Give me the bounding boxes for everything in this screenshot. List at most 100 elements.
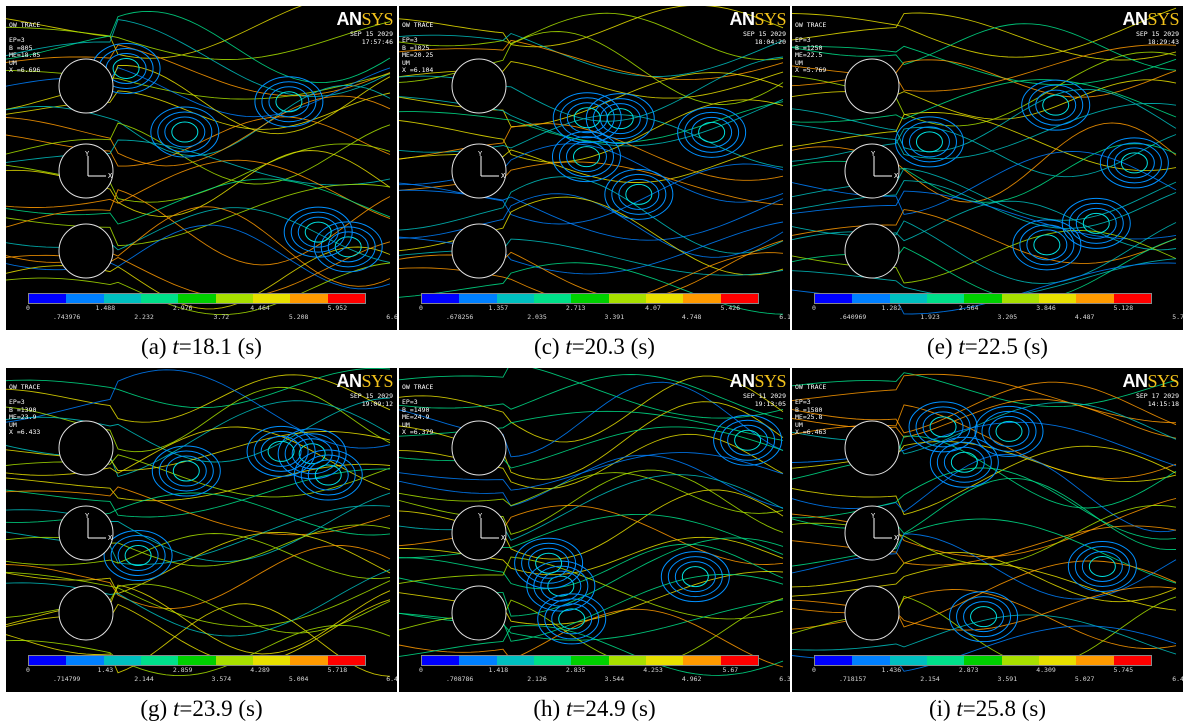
legend-tick-label: .718157	[838, 675, 867, 683]
ansys-logo: ANSYS	[1122, 9, 1179, 29]
legend-swatch	[327, 656, 365, 665]
legend-swatch	[571, 656, 609, 665]
legend-ticks-top: 0 1.282 2.564 3.846 5.128	[810, 304, 1158, 312]
legend-ticks-bottom: .678256 2.035 3.391 4.748 6.104	[417, 313, 790, 321]
streamline	[792, 373, 1177, 424]
axis-x-label: X	[894, 534, 899, 542]
timestamp: SEP 11 2029 19:13:05	[742, 392, 786, 408]
vortex-ring	[915, 406, 971, 448]
legend-ticks-bottom: .743976 2.232 3.72 5.208 6.696	[24, 313, 397, 321]
streamline	[6, 624, 391, 677]
legend-swatch	[66, 294, 104, 303]
legend-swatch	[1001, 656, 1039, 665]
streamline	[399, 608, 784, 668]
streamline	[399, 537, 784, 617]
vortex-ring	[1033, 234, 1061, 256]
legend-tick-label: 4.289	[250, 666, 270, 674]
cylinder	[58, 58, 114, 114]
vortex-ring	[949, 591, 1019, 643]
vortex-ring	[988, 415, 1030, 447]
legend-swatch	[103, 294, 141, 303]
ansys-logo: ANSYS	[336, 371, 393, 391]
panel-header: OW TRACE EP=3 B =1025 ME=20.25 UM X =6.1…	[402, 21, 434, 74]
legend-tick-label: 2.713	[565, 304, 586, 312]
legend-swatch	[1038, 294, 1077, 303]
streamline	[792, 551, 1177, 603]
vortex-ring	[1106, 142, 1162, 184]
streamline	[6, 386, 391, 453]
legend-swatch	[608, 294, 646, 303]
legend-tick-label: 3.846	[1036, 304, 1056, 312]
vortex-ring	[544, 598, 600, 640]
vortex-ring	[334, 236, 362, 258]
vortex-ring	[1028, 84, 1084, 126]
legend-tick-label: 2.232	[134, 313, 154, 321]
vortex-ring	[956, 596, 1012, 638]
cylinder	[844, 143, 900, 199]
vortex-ring	[275, 91, 303, 113]
legend-swatch	[1038, 656, 1077, 665]
vortex-ring	[157, 111, 213, 153]
legend-tick-label: 3.574	[211, 675, 232, 683]
vortex-ring	[572, 146, 600, 168]
legend-tick-label: 6.104	[779, 313, 790, 321]
vortex-ring	[660, 551, 730, 603]
vortex-ring	[573, 107, 601, 129]
color-legend	[421, 655, 759, 666]
legend-swatch	[29, 656, 67, 665]
vortex-ring	[1012, 219, 1082, 271]
streamline	[399, 368, 784, 419]
color-legend	[28, 293, 366, 304]
cylinder	[451, 585, 507, 641]
vortex-ring	[268, 86, 310, 118]
axis-y-label: Y	[871, 512, 876, 520]
ansys-logo: ANSYS	[729, 371, 786, 391]
vortex-ring	[304, 221, 332, 243]
legend-swatch	[815, 656, 853, 665]
legend-swatch	[496, 294, 534, 303]
vortex-ring	[1035, 89, 1077, 121]
legend-swatch	[459, 656, 497, 665]
legend-swatch	[571, 294, 609, 303]
cylinder	[451, 505, 507, 561]
streamline	[6, 545, 391, 609]
legend-swatch	[889, 656, 927, 665]
streamline	[399, 189, 784, 241]
vortex-ring	[284, 433, 340, 475]
cylinder	[58, 420, 114, 476]
vortex-ring	[592, 98, 648, 140]
legend-swatch	[29, 294, 67, 303]
cylinder	[58, 585, 114, 641]
vortex-ring	[1081, 550, 1123, 582]
color-legend	[28, 655, 366, 666]
vortex-ring	[535, 552, 563, 574]
vortex-ring	[565, 141, 607, 173]
vortex-ring	[929, 416, 957, 438]
axis-triad	[87, 518, 106, 539]
vortex-ring	[514, 537, 584, 589]
vortex-ring	[1088, 555, 1116, 577]
legend-tick-label: 2.859	[172, 666, 193, 674]
vortex-ring	[922, 411, 964, 443]
vortex-ring	[698, 121, 726, 143]
legend-tick-label: 1.43	[97, 666, 114, 674]
axis-x-label: X	[894, 172, 899, 180]
timestamp: SEP 15 2029 17:57:46	[349, 30, 393, 46]
cylinder	[844, 420, 900, 476]
legend-tick-label: 1.357	[488, 304, 509, 312]
legend-swatch	[215, 294, 253, 303]
legend-ticks-top: 0 1.436 2.873 4.309 5.745	[810, 666, 1158, 674]
streamline	[792, 533, 1177, 600]
vortex-ring	[1074, 545, 1130, 587]
legend-tick-label: 4.309	[1036, 666, 1056, 674]
streamline-plot: YX	[6, 6, 391, 316]
vortex-ring	[172, 460, 200, 482]
streamline-plot: YX	[6, 368, 391, 677]
vortex-ring	[103, 529, 173, 581]
streamline	[6, 6, 302, 59]
vortex-ring	[124, 544, 152, 566]
streamline	[399, 374, 784, 420]
streamline	[6, 178, 391, 225]
panel-header: OW TRACE EP=3 B =1390 ME=23.9 UM X =6.43…	[9, 383, 41, 436]
streamline	[6, 369, 391, 449]
